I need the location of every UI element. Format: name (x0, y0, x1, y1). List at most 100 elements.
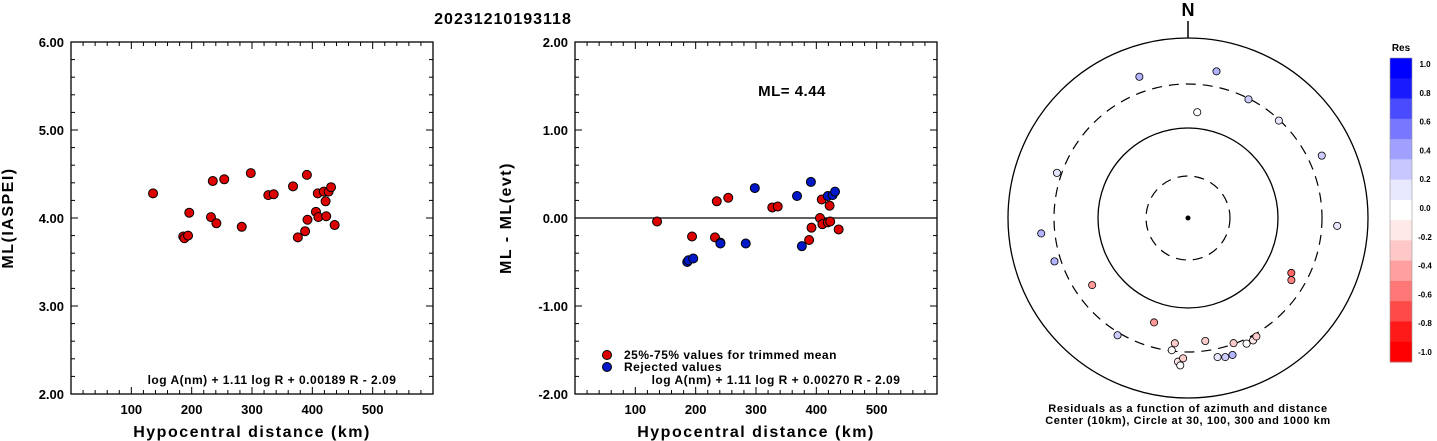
station-point (184, 207, 195, 218)
station-residual-point (1228, 350, 1237, 359)
station-residual-point (1287, 268, 1296, 277)
colorbar-cell (1390, 139, 1412, 160)
colorbar-cell (1390, 58, 1412, 79)
used-station-point (825, 216, 836, 227)
station-residual-point (1150, 318, 1159, 327)
station-residual-point (1333, 221, 1342, 230)
station-point (148, 188, 159, 199)
caption-line-1: Residuals as a function of azimuth and d… (1048, 403, 1327, 415)
rejected-station-point (830, 186, 841, 197)
x-tick-label: 300 (241, 402, 263, 417)
residual-colorbar: Res 1.0 0.8 0.6 0.4 0.2 0.0 -0.2 -0.4 -0.6 -0.8 -1… (1389, 43, 1432, 363)
station-residual-point (1135, 72, 1144, 81)
colorbar-label: -0.6 (1418, 290, 1432, 299)
used-station-point (687, 231, 698, 242)
station-point (292, 232, 303, 243)
y-axis-label: ML - ML(evt) (498, 162, 515, 274)
colorbar-cell (1390, 179, 1412, 201)
x-axis-label: Hypocentral distance (km) (133, 424, 371, 441)
x-tick-label: 300 (745, 402, 767, 417)
used-station-point (824, 200, 835, 211)
station-residual-point (1113, 331, 1122, 340)
colorbar-cell (1390, 78, 1412, 100)
x-tick-label: 400 (805, 402, 827, 417)
legend-label-rejected: Rejected values (624, 360, 722, 374)
rejected-station-point (792, 191, 803, 201)
x-tick-label: 100 (120, 402, 142, 417)
y-tick-label: -1.00 (538, 299, 568, 314)
station-point (302, 214, 313, 225)
y-tick-label: 1.00 (543, 123, 568, 138)
x-tick-label: 500 (362, 402, 384, 417)
residual-vs-distance-panel: -2.00 -1.00 0.00 1.00 2.00 100 200 300 400 500 H… (498, 35, 938, 441)
ml-value-label: ML= 4.44 (758, 83, 826, 100)
x-tick-labels: 100 200 300 400 500 (120, 402, 383, 417)
colorbar-cell (1390, 98, 1412, 120)
y-tick-label: 0.00 (543, 211, 568, 226)
colorbar-cell (1390, 240, 1412, 262)
y-tick-label: 2.00 (543, 35, 568, 50)
circle-100km (1097, 127, 1279, 309)
station-point (268, 189, 279, 200)
station-points (1037, 67, 1342, 370)
colorbar-label: 0.2 (1419, 175, 1431, 184)
colorbar-cell (1390, 220, 1412, 241)
rejected-station-point (688, 253, 699, 264)
circle-1000km (1007, 37, 1369, 399)
station-point (288, 181, 299, 192)
colorbar-label: 0.6 (1419, 118, 1431, 127)
station-residual-point (1212, 67, 1221, 76)
colorbar-label: 0.4 (1419, 146, 1431, 155)
y-tick-labels: -2.00 -1.00 0.00 1.00 2.00 (538, 35, 568, 402)
y-tick-label: 3.00 (39, 299, 64, 314)
station-residual-point (1242, 339, 1251, 348)
station-residual-point (1052, 168, 1061, 177)
station-residual-point (1252, 332, 1261, 341)
x-axis-label: Hypocentral distance (km) (637, 424, 875, 441)
colorbar-labels: 1.0 0.8 0.6 0.4 0.2 0.0 -0.2 -0.4 -0.6 -0.8 -1.0 (1418, 60, 1432, 357)
station-residual-point (1274, 116, 1283, 125)
colorbar-label: -0.4 (1418, 262, 1432, 271)
station-residual-point (1179, 354, 1188, 363)
rejected-station-point (805, 176, 816, 187)
x-tick-label: 100 (624, 402, 646, 417)
y-tick-label: -2.00 (538, 387, 568, 402)
used-station-point (652, 216, 663, 227)
station-residual-point (1193, 108, 1202, 117)
x-tick-label: 500 (866, 402, 888, 417)
station-point (301, 169, 312, 180)
colorbar-label: 1.0 (1419, 60, 1431, 69)
station-residual-point (1317, 151, 1326, 160)
colorbar-cell (1390, 260, 1412, 282)
station-residual-point (1167, 346, 1176, 355)
colorbar-title: Res (1392, 43, 1411, 54)
used-station-point (806, 222, 817, 233)
station-point (207, 176, 218, 187)
ml-vs-distance-panel: 2.00 3.00 4.00 5.00 6.00 100 200 300 400 500 Hyp… (0, 35, 434, 441)
rejected-station-point (740, 238, 751, 249)
station-residual-point (1229, 339, 1238, 348)
station-residual-point (1244, 95, 1253, 104)
y-axis-label: ML(IASPEI) (0, 167, 17, 268)
data-points (148, 168, 340, 244)
colorbar-label: -1.0 (1418, 348, 1432, 357)
used-station-point (723, 192, 734, 203)
legend-marker-rejected (602, 362, 612, 372)
station-residual-point (1287, 276, 1296, 285)
rejected-station-point (749, 183, 760, 194)
station-point (205, 212, 216, 223)
tick-marks (574, 41, 938, 395)
colorbar-cell (1390, 280, 1412, 302)
tick-marks (70, 41, 434, 395)
station-point (211, 218, 222, 229)
formula-label: log A(nm) + 1.11 log R + 0.00270 R - 2.0… (652, 373, 901, 387)
colorbar-label: 0.0 (1419, 204, 1431, 213)
station-point (245, 168, 256, 179)
colorbar-label: -0.8 (1418, 319, 1432, 328)
caption-line-2: Center (10km), Circle at 30, 100, 300 an… (1045, 415, 1331, 427)
x-tick-label: 200 (181, 402, 203, 417)
data-points (652, 176, 844, 267)
legend-marker-used (602, 350, 612, 360)
station-point (329, 220, 340, 231)
